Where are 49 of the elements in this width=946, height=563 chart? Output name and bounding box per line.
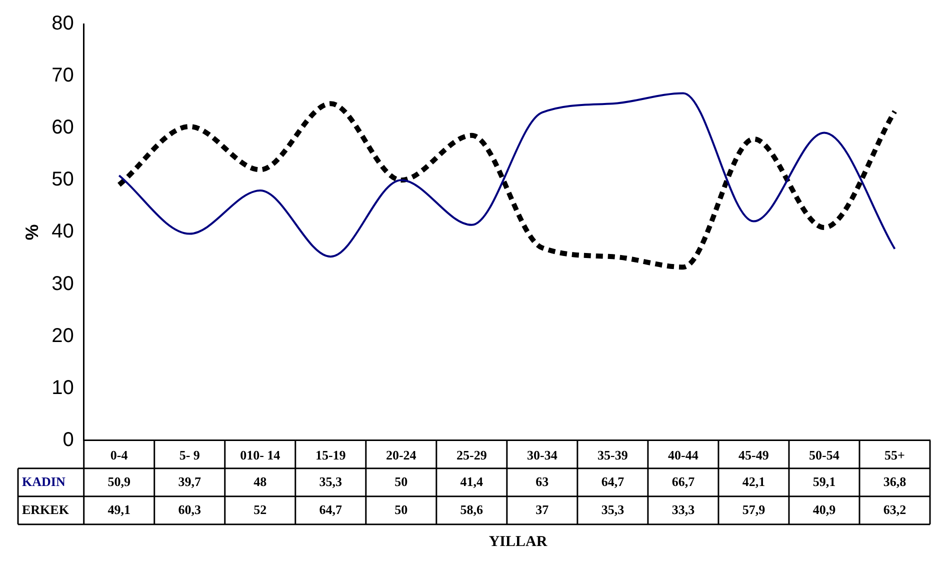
text: KADIN [22, 474, 66, 489]
data-label: 41,4 [460, 474, 484, 489]
data-label: 40,9 [812, 502, 836, 517]
data-label: 42,1 [742, 474, 766, 489]
data-label: 50 [394, 502, 408, 517]
data-label: 57,9 [742, 502, 766, 517]
y-tick-label: 50 [52, 168, 74, 191]
y-tick-label: 30 [52, 272, 74, 295]
x-tick-label: 0-4 [110, 448, 128, 463]
data-label: 66,7 [672, 474, 696, 489]
data-label: 63 [536, 474, 550, 489]
data-label: 48 [254, 474, 268, 489]
data-label: 49,1 [108, 502, 130, 517]
x-tick-label: 50-54 [809, 448, 840, 463]
y-tick-label: 80 [52, 12, 74, 35]
x-tick-label: 15-19 [315, 448, 346, 463]
data-label: 36,8 [883, 474, 907, 489]
x-tick-label: 30-34 [527, 448, 558, 463]
text: ERKEK [22, 502, 70, 517]
y-axis-title: % [22, 224, 42, 240]
x-tick-label: 35-39 [598, 448, 628, 463]
data-label: 35,3 [319, 474, 343, 489]
data-label: 58,6 [460, 502, 484, 517]
x-tick-label: 45-49 [738, 448, 770, 463]
x-tick-label: 25-29 [456, 448, 488, 463]
data-label: 50 [394, 474, 408, 489]
x-tick-label: 5- 9 [179, 448, 200, 463]
x-axis-title: YILLAR [488, 534, 548, 551]
data-label: 59,1 [812, 474, 836, 489]
y-tick-label: 20 [52, 324, 74, 347]
data-label: 60,3 [178, 502, 202, 517]
data-label: 64,7 [319, 502, 343, 517]
y-tick-label: 40 [52, 220, 74, 243]
data-label: 64,7 [601, 474, 625, 489]
data-label: 35,3 [601, 502, 625, 517]
x-tick-label: 20-24 [386, 448, 417, 463]
data-label: 63,2 [883, 502, 906, 517]
x-tick-label: 010- 14 [240, 448, 281, 463]
data-label: 50,9 [108, 474, 131, 489]
data-label: 52 [254, 502, 267, 517]
x-tick-label: 40-44 [668, 448, 699, 463]
x-tick-label: 55+ [884, 448, 905, 463]
y-tick-label: 60 [52, 116, 74, 139]
y-tick-label: 0 [62, 428, 74, 451]
y-tick-label: 10 [52, 376, 74, 399]
y-tick-label: 70 [52, 64, 74, 87]
data-label: 37 [536, 502, 550, 517]
data-label: 39,7 [178, 474, 202, 489]
data-label: 33,3 [672, 502, 696, 517]
